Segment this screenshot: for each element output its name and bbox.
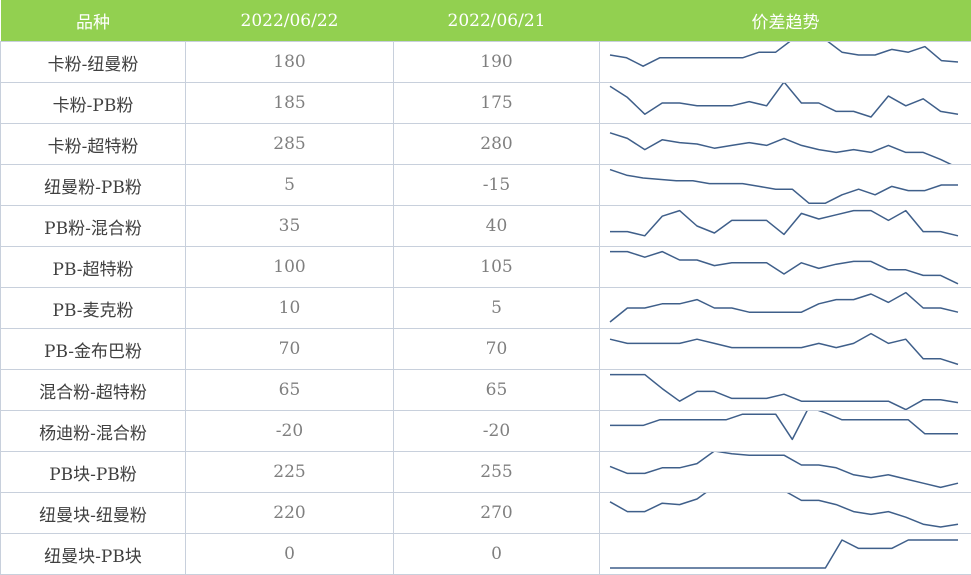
- value-date-1-cell: 220: [185, 492, 394, 534]
- table-row: 卡粉-超特粉 285 280: [0, 123, 971, 165]
- value-date-1-cell: 185: [185, 82, 394, 124]
- trend-sparkline: [609, 493, 959, 528]
- trend-sparkline: [609, 291, 959, 323]
- table-row: 纽曼块-纽曼粉 220 270: [0, 492, 971, 534]
- value-date-2-cell: 0: [393, 533, 600, 575]
- table-row: 混合粉-超特粉 65 65: [0, 369, 971, 411]
- trend-line: [610, 209, 959, 237]
- table-row: PB-金布巴粉 70 70: [0, 328, 971, 370]
- table-row: PB-麦克粉 10 5: [0, 287, 971, 329]
- trend-cell: [599, 246, 971, 288]
- variety-cell: 纽曼粉-PB粉: [0, 164, 186, 206]
- value-date-1-cell: 35: [185, 205, 394, 247]
- table-row: 纽曼块-PB块 0 0: [0, 533, 971, 575]
- variety-cell: PB-金布巴粉: [0, 328, 186, 370]
- variety-cell: PB粉-混合粉: [0, 205, 186, 247]
- value-date-2-cell: 40: [393, 205, 600, 247]
- value-date-2-cell: 5: [393, 287, 600, 329]
- table-row: PB块-PB粉 225 255: [0, 451, 971, 493]
- header-row: 品种 2022/06/22 2022/06/21 价差趋势: [0, 0, 971, 42]
- value-date-2-cell: 175: [393, 82, 600, 124]
- trend-sparkline: [609, 42, 959, 67]
- trend-line: [610, 539, 958, 569]
- trend-cell: [599, 82, 971, 124]
- trend-line: [609, 132, 952, 164]
- table-row: 纽曼粉-PB粉 5 -15: [0, 164, 971, 206]
- header-date-2: 2022/06/21: [393, 0, 600, 42]
- trend-line: [609, 42, 959, 67]
- value-date-1-cell: -20: [185, 410, 394, 452]
- value-date-2-cell: 190: [393, 41, 600, 83]
- trend-cell: [599, 41, 971, 83]
- trend-sparkline: [610, 209, 959, 237]
- variety-cell: 纽曼块-PB块: [0, 533, 186, 575]
- trend-cell: [599, 451, 971, 493]
- variety-cell: 卡粉-纽曼粉: [0, 41, 186, 83]
- variety-cell: 混合粉-超特粉: [0, 369, 186, 411]
- trend-sparkline: [609, 332, 959, 366]
- variety-cell: PB-麦克粉: [0, 287, 186, 329]
- trend-cell: [599, 369, 971, 411]
- table-row: 卡粉-PB粉 185 175: [0, 82, 971, 124]
- trend-line: [610, 373, 959, 410]
- value-date-2-cell: -15: [393, 164, 600, 206]
- variety-cell: 杨迪粉-混合粉: [0, 410, 186, 452]
- table-row: PB-超特粉 100 105: [0, 246, 971, 288]
- value-date-1-cell: 285: [185, 123, 394, 165]
- value-date-1-cell: 10: [185, 287, 394, 329]
- header-date-1: 2022/06/22: [185, 0, 394, 42]
- trend-line: [609, 452, 959, 489]
- value-date-2-cell: 280: [393, 123, 600, 165]
- trend-line: [609, 83, 959, 118]
- value-date-2-cell: 65: [393, 369, 600, 411]
- trend-cell: [599, 287, 971, 329]
- trend-sparkline: [609, 452, 959, 489]
- trend-line: [609, 168, 958, 204]
- variety-cell: PB-超特粉: [0, 246, 186, 288]
- header-variety: 品种: [0, 0, 186, 42]
- value-date-2-cell: 255: [393, 451, 600, 493]
- trend-cell: [599, 410, 971, 452]
- variety-cell: 卡粉-PB粉: [0, 82, 186, 124]
- value-date-2-cell: -20: [393, 410, 600, 452]
- trend-line: [610, 250, 959, 285]
- value-date-2-cell: 270: [393, 492, 600, 534]
- value-date-1-cell: 5: [185, 164, 394, 206]
- value-date-1-cell: 70: [185, 328, 394, 370]
- trend-cell: [599, 205, 971, 247]
- variety-cell: PB块-PB粉: [0, 451, 186, 493]
- table-row: 卡粉-纽曼粉 180 190: [0, 41, 971, 83]
- trend-line: [609, 291, 959, 323]
- trend-sparkline: [610, 411, 958, 441]
- table-row: PB粉-混合粉 35 40: [0, 205, 971, 247]
- variety-cell: 纽曼块-纽曼粉: [0, 492, 186, 534]
- trend-cell: [599, 123, 971, 165]
- trend-line: [609, 493, 959, 528]
- header-trend: 价差趋势: [599, 0, 971, 42]
- value-date-1-cell: 0: [185, 533, 394, 575]
- trend-cell: [599, 164, 971, 206]
- value-date-1-cell: 225: [185, 451, 394, 493]
- trend-sparkline: [609, 132, 952, 164]
- value-date-1-cell: 100: [185, 246, 394, 288]
- value-date-1-cell: 180: [185, 41, 394, 83]
- value-date-2-cell: 105: [393, 246, 600, 288]
- trend-cell: [599, 328, 971, 370]
- value-date-1-cell: 65: [185, 369, 394, 411]
- value-date-2-cell: 70: [393, 328, 600, 370]
- table-row: 杨迪粉-混合粉 -20 -20: [0, 410, 971, 452]
- trend-sparkline: [610, 539, 958, 569]
- trend-sparkline: [610, 373, 959, 410]
- trend-sparkline: [609, 83, 959, 118]
- variety-cell: 卡粉-超特粉: [0, 123, 186, 165]
- trend-sparkline: [610, 250, 959, 285]
- trend-line: [609, 332, 959, 366]
- table-body: 卡粉-纽曼粉 180 190 卡粉-PB粉 185 175 卡粉-超特粉 285 280 纽曼粉-…: [0, 41, 971, 575]
- trend-sparkline: [609, 168, 958, 204]
- trend-cell: [599, 492, 971, 534]
- trend-line: [610, 411, 958, 441]
- trend-cell: [599, 533, 971, 575]
